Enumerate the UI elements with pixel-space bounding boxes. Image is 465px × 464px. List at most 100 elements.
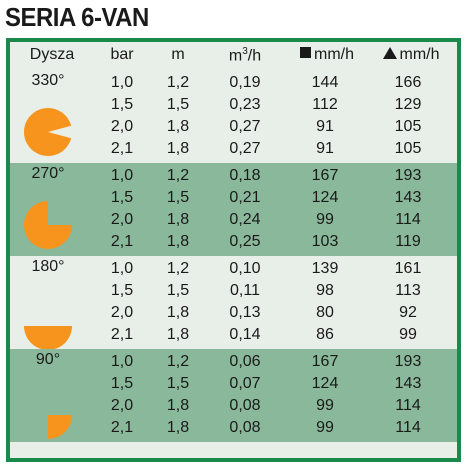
triangle-rate-cell: 161	[394, 260, 422, 277]
pressure-cell: 2,1	[110, 419, 134, 436]
nozzle-group: 330° 1,0 1,2 0,19 144 166 1,5 1,5 0,23 112 129 2,0 1…	[10, 70, 457, 163]
pressure-cell: 2,1	[110, 233, 134, 250]
radius-cell: 1,8	[166, 118, 190, 135]
flow-cell: 0,14	[229, 326, 261, 343]
square-rate-cell: 124	[311, 189, 339, 206]
triangle-rate-cell: 105	[394, 140, 422, 157]
spec-table: Dysza bar m m3/h mm/h mm/h 330° 1,0 1,2 0,1…	[6, 38, 461, 462]
triangle-rate-cell: 105	[394, 118, 422, 135]
square-rate-cell: 99	[316, 397, 334, 414]
spray-pattern-icon	[24, 108, 72, 156]
square-rate-cell: 144	[311, 74, 339, 91]
header-flow-base: m	[228, 47, 243, 65]
square-rate-cell: 99	[316, 211, 334, 228]
triangle-rate-cell: 193	[394, 167, 422, 184]
radius-cell: 1,5	[166, 96, 190, 113]
square-rate-cell: 139	[311, 260, 339, 277]
radius-cell: 1,8	[166, 304, 190, 321]
triangle-rate-cell: 114	[395, 397, 421, 414]
pressure-cell: 2,1	[110, 326, 134, 343]
triangle-rate-cell: 166	[394, 74, 422, 91]
triangle-rate-cell: 193	[394, 353, 422, 370]
triangle-rate-cell: 114	[395, 211, 421, 228]
triangle-rate-cell: 143	[394, 189, 422, 206]
triangle-icon	[382, 47, 397, 59]
table-row: 2,1 1,8 0,08 99 114	[10, 417, 457, 440]
triangle-rate-cell: 99	[399, 326, 417, 343]
spray-arc-shape	[24, 108, 72, 156]
triangle-rate-cell: 114	[395, 419, 421, 436]
table-row: 1,0 1,2 0,18 167 193	[10, 165, 457, 188]
table-row: 1,0 1,2 0,19 144 166	[10, 72, 457, 95]
table-header: Dysza bar m m3/h mm/h mm/h	[10, 42, 457, 70]
flow-cell: 0,23	[229, 96, 261, 113]
nozzle-group: 90° 1,0 1,2 0,06 167 193 1,5 1,5 0,07 124 143 2,0 1,…	[10, 349, 457, 442]
square-rate-cell: 167	[311, 167, 339, 184]
pressure-cell: 2,1	[110, 140, 134, 157]
table-row: 1,5 1,5 0,07 124 143	[10, 373, 457, 396]
nozzle-group: 180° 1,0 1,2 0,10 139 161 1,5 1,5 0,11 98 113 2,0 1,…	[10, 256, 457, 350]
spray-arc-shape	[48, 415, 72, 439]
header-flow: m3/h	[215, 46, 275, 65]
table-row: 2,1 1,8 0,14 86 99	[10, 324, 457, 347]
table-row: 2,0 1,8 0,27 91 105	[10, 116, 457, 139]
radius-cell: 1,8	[166, 419, 190, 436]
flow-cell: 0,08	[229, 419, 261, 436]
table-row: 1,5 1,5 0,11 98 113	[10, 280, 457, 303]
triangle-rate-cell: 119	[395, 233, 421, 250]
square-rate-cell: 80	[316, 304, 334, 321]
square-rate-cell: 98	[316, 282, 334, 299]
pressure-cell: 1,0	[110, 353, 134, 370]
flow-cell: 0,21	[229, 189, 261, 206]
triangle-rate-cell: 143	[394, 375, 422, 392]
spray-arc-shape	[24, 201, 72, 249]
header-triangle-rate: mm/h	[372, 46, 450, 64]
square-rate-cell: 112	[312, 96, 338, 113]
pressure-cell: 1,5	[110, 282, 134, 299]
header-square-label: mm/h	[314, 46, 354, 63]
radius-cell: 1,2	[166, 74, 190, 91]
table-row: 2,0 1,8 0,08 99 114	[10, 395, 457, 418]
radius-cell: 1,8	[166, 326, 190, 343]
flow-cell: 0,24	[229, 211, 261, 228]
table-row: 2,0 1,8 0,13 80 92	[10, 302, 457, 325]
radius-cell: 1,8	[166, 233, 190, 250]
pressure-cell: 1,0	[110, 260, 134, 277]
square-rate-cell: 99	[316, 419, 334, 436]
spray-arc-shape	[24, 326, 72, 350]
spray-pattern-icon	[24, 201, 72, 249]
radius-cell: 1,2	[166, 260, 190, 277]
table-row: 2,0 1,8 0,24 99 114	[10, 209, 457, 232]
square-rate-cell: 91	[316, 118, 334, 135]
triangle-rate-cell: 129	[394, 96, 422, 113]
radius-cell: 1,8	[166, 397, 190, 414]
flow-cell: 0,11	[230, 282, 260, 299]
pressure-cell: 1,0	[110, 167, 134, 184]
spray-pattern-icon	[24, 326, 72, 350]
header-radius: m	[171, 46, 185, 63]
table-row: 2,1 1,8 0,27 91 105	[10, 138, 457, 161]
header-square-rate: mm/h	[290, 46, 364, 64]
nozzle-angle: 330°	[31, 72, 65, 89]
nozzle-group: 270° 1,0 1,2 0,18 167 193 1,5 1,5 0,21 124 143 2,0 1…	[10, 163, 457, 256]
flow-cell: 0,08	[229, 397, 261, 414]
square-rate-cell: 124	[311, 375, 339, 392]
header-nozzle: Dysza	[29, 46, 75, 63]
radius-cell: 1,2	[166, 353, 190, 370]
square-icon	[300, 47, 311, 58]
square-rate-cell: 103	[311, 233, 339, 250]
nozzle-angle: 270°	[31, 165, 65, 182]
flow-cell: 0,07	[229, 375, 261, 392]
pressure-cell: 1,0	[110, 74, 134, 91]
radius-cell: 1,5	[166, 375, 190, 392]
pressure-cell: 2,0	[110, 118, 134, 135]
header-flow-unit: /h	[247, 47, 262, 65]
pressure-cell: 2,0	[110, 304, 134, 321]
pressure-cell: 1,5	[110, 96, 134, 113]
pressure-cell: 2,0	[110, 397, 134, 414]
radius-cell: 1,8	[166, 211, 190, 228]
table-row: 1,0 1,2 0,10 139 161	[10, 258, 457, 281]
header-triangle-label: mm/h	[399, 46, 440, 63]
flow-cell: 0,06	[229, 353, 261, 370]
table-row: 1,0 1,2 0,06 167 193	[10, 351, 457, 374]
